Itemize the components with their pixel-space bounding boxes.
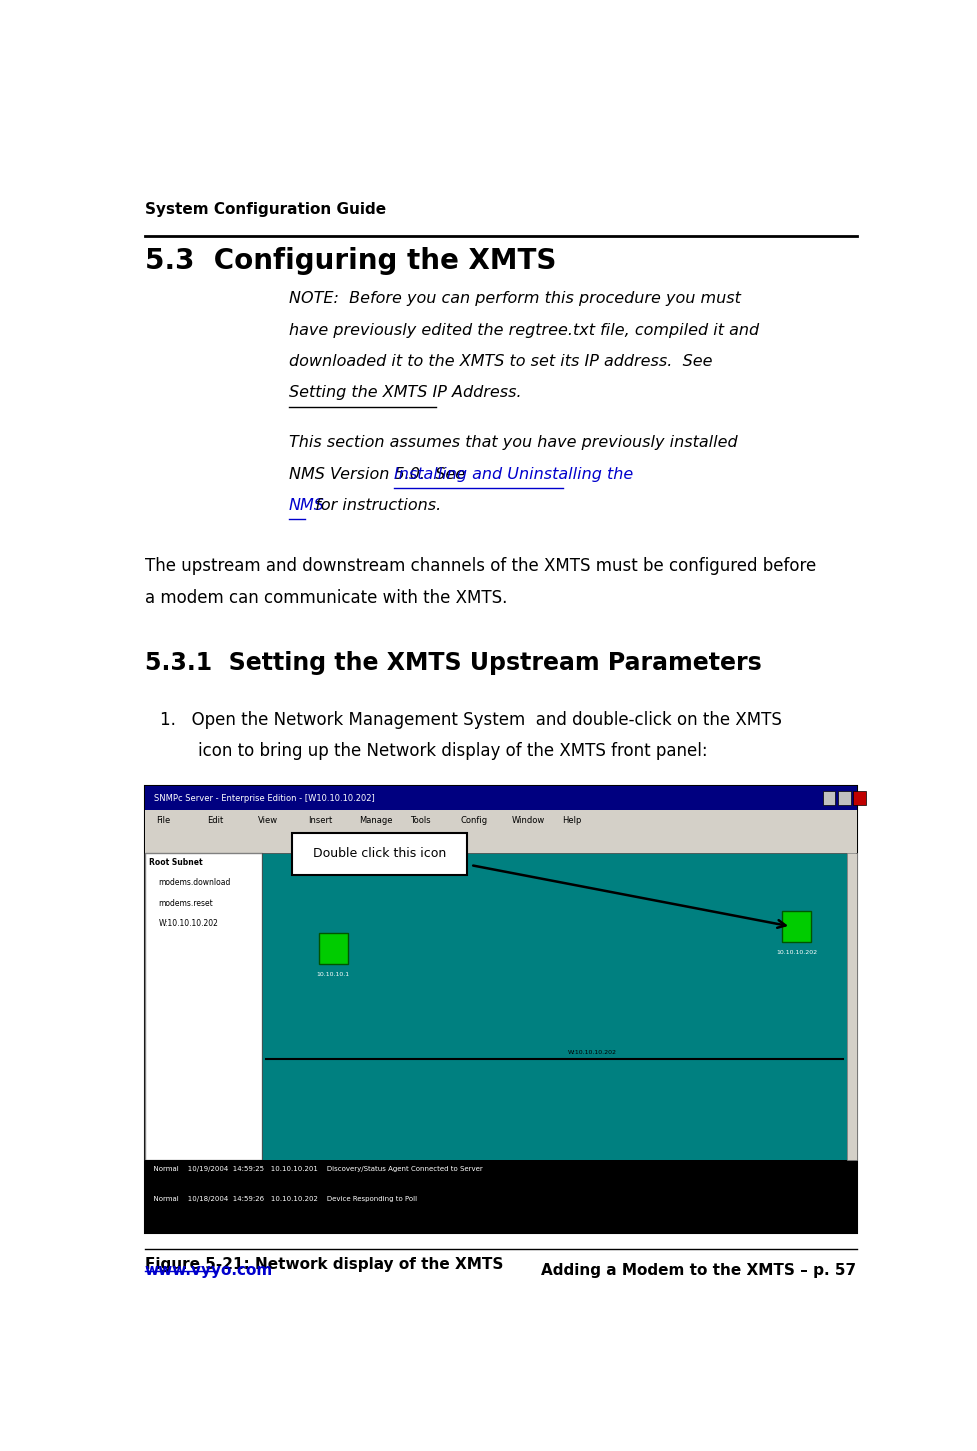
Bar [783,911,811,942]
Text: Edit: Edit [207,815,223,824]
Text: W:10.10.10.202: W:10.10.10.202 [568,1051,616,1055]
Text: File: File [156,815,170,824]
Text: a modem can communicate with the XMTS.: a modem can communicate with the XMTS. [145,589,507,607]
Bar [823,791,835,805]
Text: downloaded it to the XMTS to set its IP address.  See: downloaded it to the XMTS to set its IP … [289,354,712,369]
Text: View: View [258,815,277,824]
Text: W:10.10.10.202: W:10.10.10.202 [158,918,218,927]
Text: NMS Version 5.0.  See: NMS Version 5.0. See [289,467,470,482]
Text: modems.reset: modems.reset [158,898,213,907]
Text: Window: Window [511,815,544,824]
Text: 5.3.1  Setting the XMTS Upstream Parameters: 5.3.1 Setting the XMTS Upstream Paramete… [145,651,762,675]
Bar [145,810,857,830]
Bar [853,791,866,805]
Text: The upstream and downstream channels of the XMTS must be configured before: The upstream and downstream channels of … [145,557,816,576]
Text: Setting the XMTS IP Address.: Setting the XMTS IP Address. [289,386,522,400]
Text: NMS: NMS [289,498,324,512]
Bar [837,791,851,805]
Bar [145,853,262,1159]
Text: Insert: Insert [309,815,332,824]
Text: System Configuration Guide: System Configuration Guide [145,202,386,218]
Text: Normal    10/19/2004  14:59:25   10.10.10.201    Discovery/Status Agent Connecte: Normal 10/19/2004 14:59:25 10.10.10.201 … [149,1165,483,1171]
Bar [145,785,857,1232]
Bar [145,1159,857,1232]
Text: NOTE:  Before you can perform this procedure you must: NOTE: Before you can perform this proced… [289,292,741,306]
Bar [262,853,847,1159]
Text: Root Subnet: Root Subnet [149,859,202,868]
Text: Figure 5-21: Network display of the XMTS: Figure 5-21: Network display of the XMTS [145,1257,503,1273]
Text: 10.10.10.1: 10.10.10.1 [317,972,350,978]
Text: Double click this icon: Double click this icon [313,847,446,860]
Text: Config: Config [460,815,488,824]
Text: 5.3  Configuring the XMTS: 5.3 Configuring the XMTS [145,247,556,274]
Bar [847,853,857,1159]
Bar [145,785,857,810]
Text: Manage: Manage [360,815,393,824]
Text: modems.download: modems.download [158,878,231,888]
Bar [145,830,857,853]
Text: Adding a Modem to the XMTS – p. 57: Adding a Modem to the XMTS – p. 57 [541,1264,857,1278]
Text: Help: Help [562,815,581,824]
Text: Normal    10/18/2004  14:59:26   10.10.10.202    Device Responding to Poll: Normal 10/18/2004 14:59:26 10.10.10.202 … [149,1196,417,1203]
Text: SNMPc Server - Enterprise Edition - [W10.10.10.202]: SNMPc Server - Enterprise Edition - [W10… [154,794,374,802]
Text: Installing and Uninstalling the: Installing and Uninstalling the [394,467,633,482]
Text: for instructions.: for instructions. [305,498,442,512]
Text: This section assumes that you have previously installed: This section assumes that you have previ… [289,435,738,450]
Text: www.vyyo.com: www.vyyo.com [145,1264,274,1278]
Text: have previously edited the regtree.txt file, compiled it and: have previously edited the regtree.txt f… [289,322,759,338]
Text: 1.   Open the Network Management System  and double-click on the XMTS: 1. Open the Network Management System an… [160,711,782,728]
Bar [319,933,348,965]
Bar [292,833,467,875]
Text: Tools: Tools [410,815,431,824]
Text: 10.10.10.202: 10.10.10.202 [776,950,818,955]
Text: icon to bring up the Network display of the XMTS front panel:: icon to bring up the Network display of … [198,741,707,760]
